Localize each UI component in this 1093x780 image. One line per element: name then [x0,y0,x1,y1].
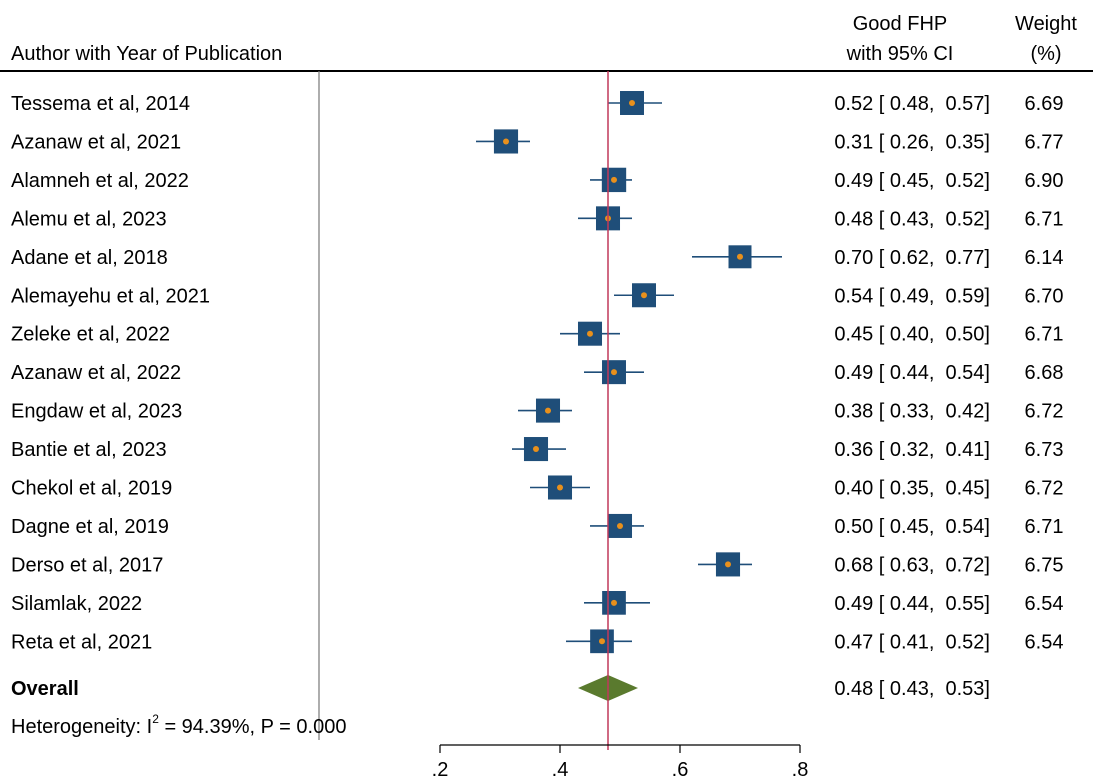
ci-text: 0.47 [ 0.41, 0.52] [834,631,990,653]
study-row: Dagne et al, 2019 0.50 [ 0.45, 0.54] 6.71 [11,513,1064,538]
point-estimate [503,138,509,145]
header-weight-label-line2: (%) [1030,43,1061,65]
point-estimate [611,176,617,183]
study-row: Reta et al, 2021 0.47 [ 0.41, 0.52] 6.54 [11,629,1063,653]
study-row: Derso et al, 2017 0.68 [ 0.63, 0.72] 6.75 [11,552,1064,577]
study-label: Alemu et al, 2023 [11,208,167,230]
overall-ci-text: 0.48 [ 0.43, 0.53] [834,678,990,700]
ci-text: 0.38 [ 0.33, 0.42] [834,401,990,423]
header-weight-label-line1: Weight [1015,13,1077,35]
overall-label: Overall [11,678,79,700]
weight-value: 6.71 [1025,208,1064,230]
point-estimate [725,561,731,568]
study-row: Adane et al, 2018 0.70 [ 0.62, 0.77] 6.14 [11,245,1064,269]
study-label: Reta et al, 2021 [11,631,152,653]
study-label: Silamlak, 2022 [11,593,142,615]
ci-text: 0.49 [ 0.45, 0.52] [834,170,990,192]
study-label: Engdaw et al, 2023 [11,401,182,423]
study-row: Engdaw et al, 2023 0.38 [ 0.33, 0.42] 6.72 [11,398,1064,423]
ci-text: 0.31 [ 0.26, 0.35] [834,131,990,153]
header-study-label: Author with Year of Publication [11,43,282,65]
study-label: Adane et al, 2018 [11,247,168,269]
header-effect-label-line1: Good FHP [853,13,947,35]
heterogeneity-prefix: Heterogeneity: I [11,716,152,738]
weight-value: 6.14 [1025,247,1064,269]
overall-row: Overall 0.48 [ 0.43, 0.53] [11,675,990,701]
heterogeneity-label: Heterogeneity: I2 = 94.39%, P = 0.000 [11,712,346,738]
ci-text: 0.40 [ 0.35, 0.45] [834,478,990,500]
study-rows: Tessema et al, 2014 0.52 [ 0.48, 0.57] 6.6… [11,91,1063,653]
point-estimate [611,599,617,606]
point-estimate [641,292,647,299]
heterogeneity-superscript: 2 [152,712,159,726]
weight-value: 6.73 [1025,439,1064,461]
point-estimate [611,369,617,376]
ci-text: 0.68 [ 0.63, 0.72] [834,554,990,576]
weight-value: 6.71 [1025,324,1064,346]
study-label: Azanaw et al, 2022 [11,362,181,384]
study-label: Tessema et al, 2014 [11,93,190,115]
weight-value: 6.90 [1025,170,1064,192]
x-tick-label: .4 [552,759,569,780]
point-estimate [629,100,635,106]
study-row: Alamneh et al, 2022 0.49 [ 0.45, 0.52] 6.9… [11,167,1064,193]
ci-text: 0.36 [ 0.32, 0.41] [834,439,990,461]
point-estimate [557,484,563,491]
weight-value: 6.70 [1025,285,1064,307]
ci-text: 0.45 [ 0.40, 0.50] [834,324,990,346]
weight-value: 6.75 [1025,554,1064,576]
study-label: Chekol et al, 2019 [11,478,172,500]
point-estimate [587,330,593,337]
header-effect-label-line2: with 95% CI [846,43,954,65]
weight-value: 6.54 [1025,631,1064,653]
heterogeneity-suffix: = 94.39%, P = 0.000 [159,716,347,738]
ci-text: 0.49 [ 0.44, 0.54] [834,362,990,384]
study-row: Alemayehu et al, 2021 0.54 [ 0.49, 0.59] 6… [11,283,1064,308]
ci-text: 0.54 [ 0.49, 0.59] [834,285,990,307]
weight-value: 6.71 [1025,516,1064,538]
study-label: Derso et al, 2017 [11,554,163,576]
point-estimate [617,522,623,529]
ci-text: 0.52 [ 0.48, 0.57] [834,93,990,115]
study-row: Tessema et al, 2014 0.52 [ 0.48, 0.57] 6.6… [11,91,1063,115]
ci-text: 0.50 [ 0.45, 0.54] [834,516,990,538]
ci-text: 0.49 [ 0.44, 0.55] [834,593,990,615]
weight-value: 6.72 [1025,478,1064,500]
point-estimate [599,638,605,645]
study-label: Bantie et al, 2023 [11,439,167,461]
study-row: Silamlak, 2022 0.49 [ 0.44, 0.55] 6.54 [11,590,1064,615]
weight-value: 6.68 [1025,362,1064,384]
weight-value: 6.72 [1025,401,1064,423]
study-label: Zeleke et al, 2022 [11,324,170,346]
ci-text: 0.48 [ 0.43, 0.52] [834,208,990,230]
study-row: Azanaw et al, 2021 0.31 [ 0.26, 0.35] 6.77 [11,129,1064,154]
point-estimate [545,407,551,414]
study-label: Azanaw et al, 2021 [11,131,181,153]
study-row: Azanaw et al, 2022 0.49 [ 0.44, 0.54] 6.68 [11,360,1063,384]
point-estimate [533,446,539,453]
study-label: Dagne et al, 2019 [11,516,169,538]
weight-value: 6.69 [1025,93,1064,115]
x-tick-label: .6 [672,759,689,780]
study-label: Alamneh et al, 2022 [11,170,189,192]
ci-text: 0.70 [ 0.62, 0.77] [834,247,990,269]
study-label: Alemayehu et al, 2021 [11,285,210,307]
x-tick-label: .2 [432,759,449,780]
x-tick-label: .8 [792,759,809,780]
study-row: Alemu et al, 2023 0.48 [ 0.43, 0.52] 6.71 [11,206,1064,231]
point-estimate [737,253,743,260]
study-row: Bantie et al, 2023 0.36 [ 0.32, 0.41] 6.73 [11,437,1064,462]
weight-value: 6.77 [1025,131,1064,153]
x-axis: .2 .4 .6 .8 [432,744,809,780]
study-row: Zeleke et al, 2022 0.45 [ 0.40, 0.50] 6.71 [11,321,1064,346]
study-row: Chekol et al, 2019 0.40 [ 0.35, 0.45] 6.72 [11,475,1064,500]
weight-value: 6.54 [1025,593,1064,615]
